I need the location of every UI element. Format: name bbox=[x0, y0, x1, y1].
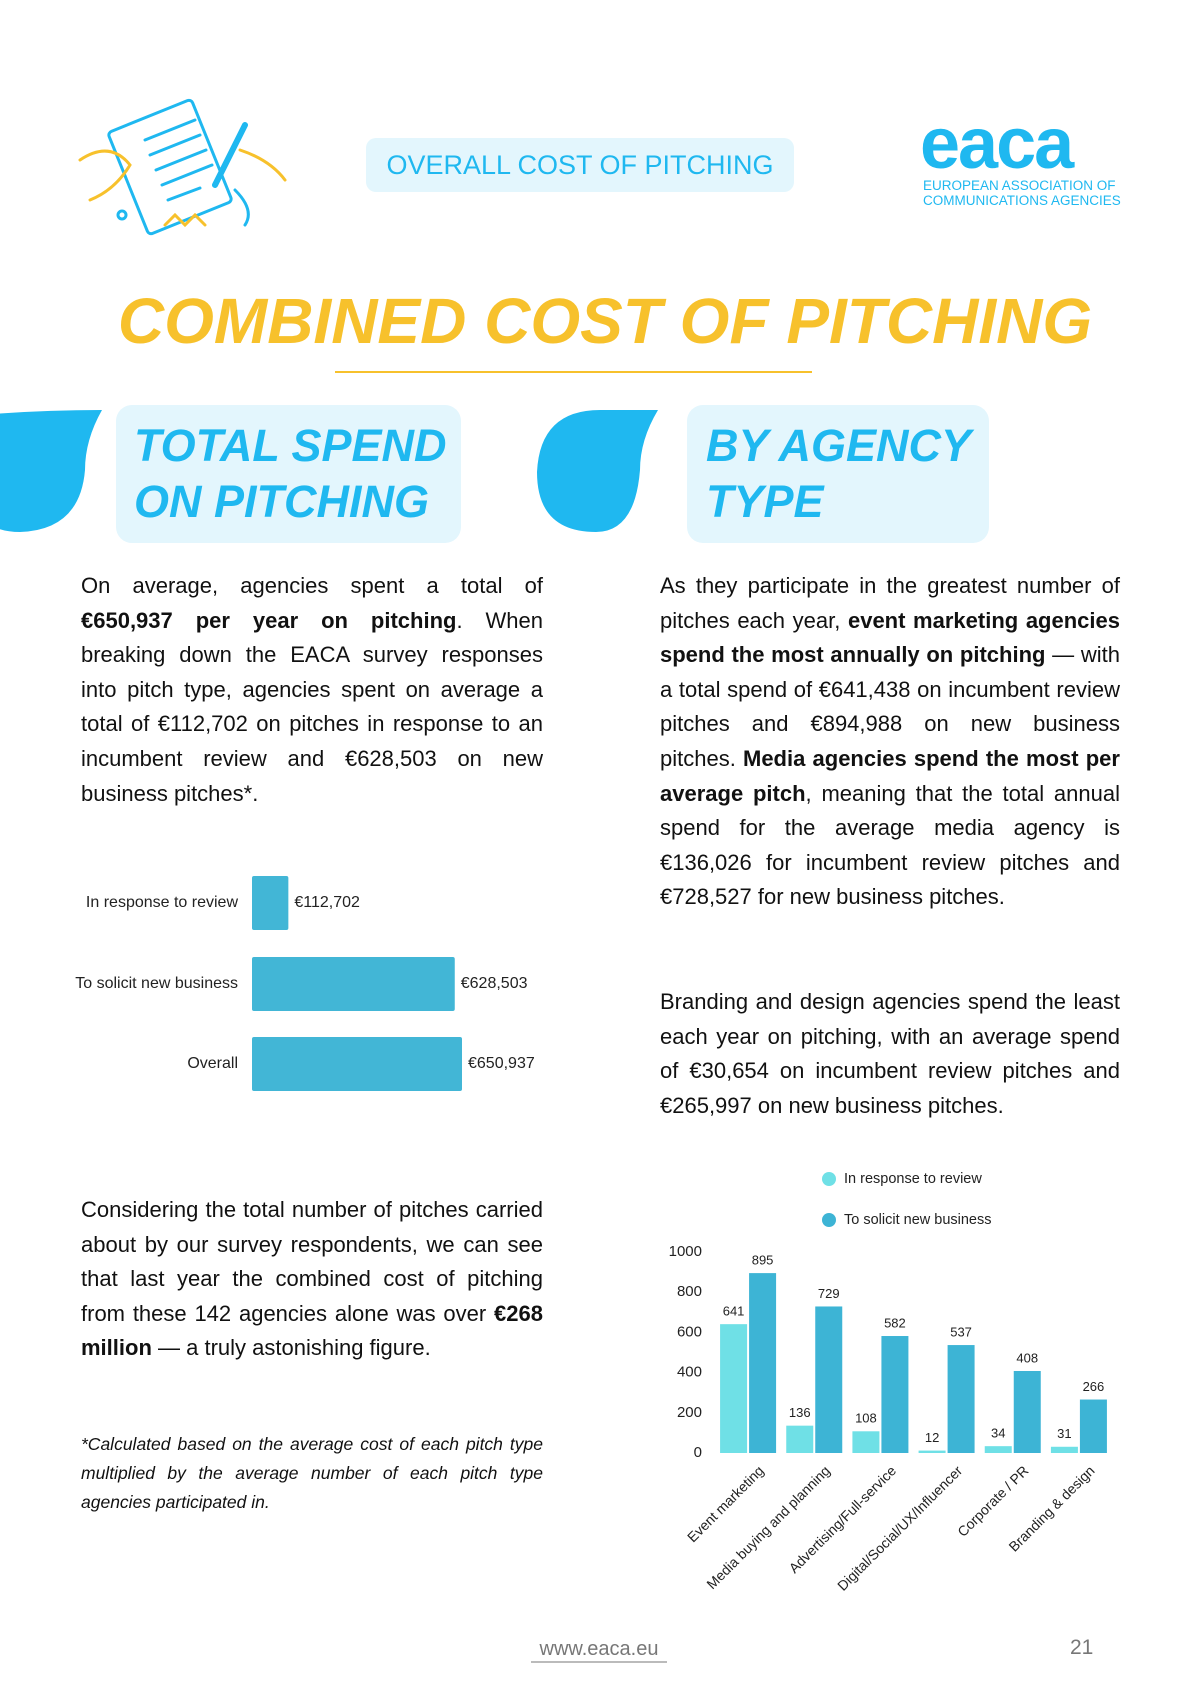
category-label: To solicit new business bbox=[75, 975, 238, 992]
text: . When breaking down the EACA survey res… bbox=[81, 607, 543, 806]
legend-label: To solicit new business bbox=[844, 1212, 992, 1228]
bar bbox=[852, 1431, 880, 1453]
section-label: OVERALL COST OF PITCHING bbox=[386, 150, 774, 180]
y-tick-label: 600 bbox=[677, 1323, 702, 1340]
value-label: €628,503 bbox=[461, 975, 528, 992]
text: On average, agencies spent a total of bbox=[81, 573, 543, 598]
bar bbox=[749, 1273, 777, 1453]
value-label: 582 bbox=[884, 1315, 906, 1330]
value-label: 266 bbox=[1083, 1379, 1105, 1394]
text: As they participate in the greatest numb… bbox=[660, 573, 1120, 633]
paragraph: On average, agencies spent a total of €6… bbox=[81, 569, 543, 811]
footnote: *Calculated based on the average cost of… bbox=[81, 1434, 543, 1512]
bar bbox=[815, 1306, 843, 1453]
bar bbox=[947, 1345, 975, 1453]
value-label: 537 bbox=[950, 1325, 972, 1340]
value-label: 408 bbox=[1016, 1350, 1038, 1365]
section-heading: TOTAL SPEND ON PITCHING bbox=[134, 418, 447, 530]
illustration bbox=[78, 98, 287, 236]
bar bbox=[1079, 1399, 1107, 1453]
value-label: €112,702 bbox=[294, 894, 360, 911]
x-tick-label: Digital/Social/UX/Influencer bbox=[834, 1462, 966, 1594]
paragraph: Considering the total number of pitches … bbox=[81, 1193, 543, 1366]
value-label: 895 bbox=[752, 1253, 774, 1268]
y-tick-label: 200 bbox=[677, 1404, 702, 1421]
text: — a truly astonishing figure. bbox=[151, 1335, 431, 1361]
footer-url[interactable]: www.eaca.eu bbox=[539, 1638, 659, 1660]
org-line: EUROPEAN ASSOCIATION OF bbox=[923, 178, 1116, 193]
bold-text: €268 million bbox=[81, 1300, 543, 1361]
legend-marker bbox=[822, 1172, 836, 1186]
y-tick-label: 0 bbox=[694, 1444, 702, 1461]
bar bbox=[918, 1450, 946, 1453]
legend-label: In response to review bbox=[844, 1171, 982, 1187]
bar bbox=[881, 1336, 909, 1453]
value-label: 136 bbox=[789, 1405, 811, 1420]
value-label: 31 bbox=[1057, 1426, 1071, 1441]
org-line: COMMUNICATIONS AGENCIES bbox=[923, 193, 1121, 208]
heading-line: TYPE bbox=[706, 476, 824, 527]
quote-shape bbox=[537, 410, 658, 532]
bar bbox=[786, 1425, 814, 1453]
bold-text: Media agencies spend the most per averag… bbox=[660, 745, 1120, 806]
value-label: 729 bbox=[818, 1286, 840, 1301]
section-heading: BY AGENCY TYPE bbox=[706, 418, 971, 530]
x-tick-label: Media buying and planning bbox=[703, 1462, 833, 1592]
legend-marker bbox=[822, 1213, 836, 1227]
logo: eaca bbox=[920, 104, 1074, 184]
y-tick-label: 1000 bbox=[669, 1243, 702, 1260]
heading-line: TOTAL SPEND bbox=[134, 420, 447, 471]
heading-box bbox=[116, 405, 461, 543]
bar bbox=[1013, 1370, 1041, 1453]
value-label: 108 bbox=[855, 1411, 877, 1426]
page-title: COMBINED COST OF PITCHING bbox=[117, 285, 1093, 357]
paragraph: Branding and design agencies spend the l… bbox=[660, 985, 1120, 1123]
page-number: 21 bbox=[1070, 1636, 1094, 1659]
text: , meaning that the total annual spend fo… bbox=[660, 780, 1121, 910]
bar bbox=[984, 1446, 1012, 1453]
bold-text: €650,937 per year on pitching bbox=[81, 607, 457, 633]
bar bbox=[720, 1324, 748, 1453]
quote-shape bbox=[0, 410, 102, 532]
text: Considering the total number of pitches … bbox=[81, 1197, 543, 1326]
y-tick-label: 400 bbox=[677, 1364, 702, 1381]
x-tick-label: Advertising/Full-service bbox=[786, 1462, 900, 1576]
paragraph: As they participate in the greatest numb… bbox=[660, 569, 1120, 915]
heading-line: ON PITCHING bbox=[134, 476, 430, 527]
bar bbox=[1050, 1446, 1078, 1453]
bold-text: event marketing agencies spend the most … bbox=[660, 607, 1120, 668]
value-label: 12 bbox=[925, 1430, 939, 1445]
heading-box bbox=[687, 405, 989, 543]
org-name: EUROPEAN ASSOCIATION OF COMMUNICATIONS A… bbox=[923, 178, 1121, 208]
bar bbox=[252, 876, 289, 930]
category-label: Overall bbox=[187, 1055, 238, 1072]
value-label: 641 bbox=[723, 1304, 745, 1319]
heading-line: BY AGENCY bbox=[706, 420, 972, 471]
text: Branding and design agencies spend the l… bbox=[660, 989, 1120, 1118]
bar bbox=[252, 1037, 462, 1091]
text: — with a total spend of €641,438 on incu… bbox=[660, 642, 1120, 771]
category-label: In response to review bbox=[86, 894, 239, 911]
value-label: 34 bbox=[991, 1426, 1005, 1441]
header-pill bbox=[366, 138, 794, 192]
value-label: €650,937 bbox=[468, 1055, 535, 1072]
bar bbox=[252, 957, 455, 1011]
y-tick-label: 800 bbox=[677, 1283, 702, 1300]
